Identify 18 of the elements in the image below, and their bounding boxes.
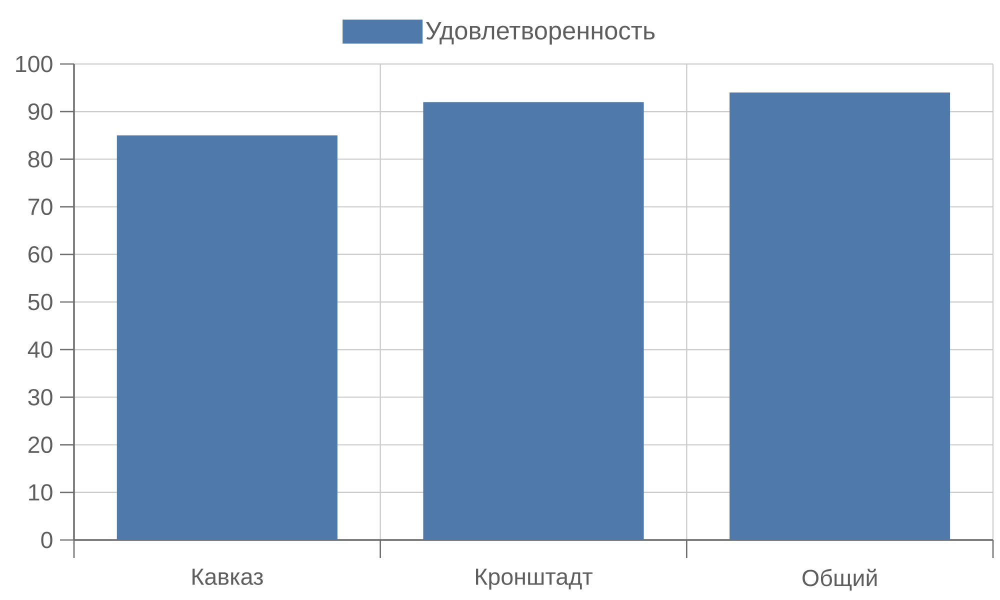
- y-tick-label: 50: [28, 294, 52, 310]
- y-tick-label: 90: [28, 103, 52, 120]
- y-tick-label: 10: [29, 484, 52, 501]
- bar: [116, 135, 338, 540]
- y-tick-label: 100: [16, 56, 52, 72]
- y-tick-label: 60: [28, 246, 52, 263]
- y-tick-label: 40: [28, 341, 52, 358]
- y-tick-label: 30: [28, 388, 52, 406]
- y-tick-label: 70: [28, 198, 52, 216]
- y-tick-label: 0: [41, 532, 52, 548]
- x-tick-label: Кронштадт: [476, 568, 593, 590]
- x-tick-label: Кавказ: [192, 568, 263, 585]
- legend-label: Удовлетворенность: [426, 22, 655, 45]
- y-tick-label: 80: [28, 150, 52, 168]
- y-tick-label: 20: [28, 436, 52, 454]
- x-tick-label: Общий: [802, 568, 877, 591]
- bar: [423, 102, 644, 540]
- bar: [730, 92, 950, 540]
